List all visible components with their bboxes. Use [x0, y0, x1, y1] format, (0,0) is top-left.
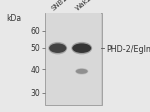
- Text: 50: 50: [31, 44, 40, 53]
- Ellipse shape: [75, 68, 88, 75]
- Text: Wak293: Wak293: [74, 0, 100, 11]
- Ellipse shape: [49, 44, 66, 54]
- Ellipse shape: [76, 69, 88, 74]
- FancyBboxPatch shape: [45, 13, 102, 105]
- Ellipse shape: [71, 43, 92, 55]
- Text: PHD-2/EgIn1: PHD-2/EgIn1: [106, 44, 150, 53]
- Text: 60: 60: [31, 27, 40, 36]
- Text: kDa: kDa: [6, 13, 21, 22]
- Text: 30: 30: [31, 88, 40, 97]
- Ellipse shape: [72, 44, 91, 54]
- Bar: [46, 14, 101, 105]
- Ellipse shape: [48, 43, 67, 55]
- Text: SNB19: SNB19: [50, 0, 72, 11]
- Text: 40: 40: [31, 65, 40, 74]
